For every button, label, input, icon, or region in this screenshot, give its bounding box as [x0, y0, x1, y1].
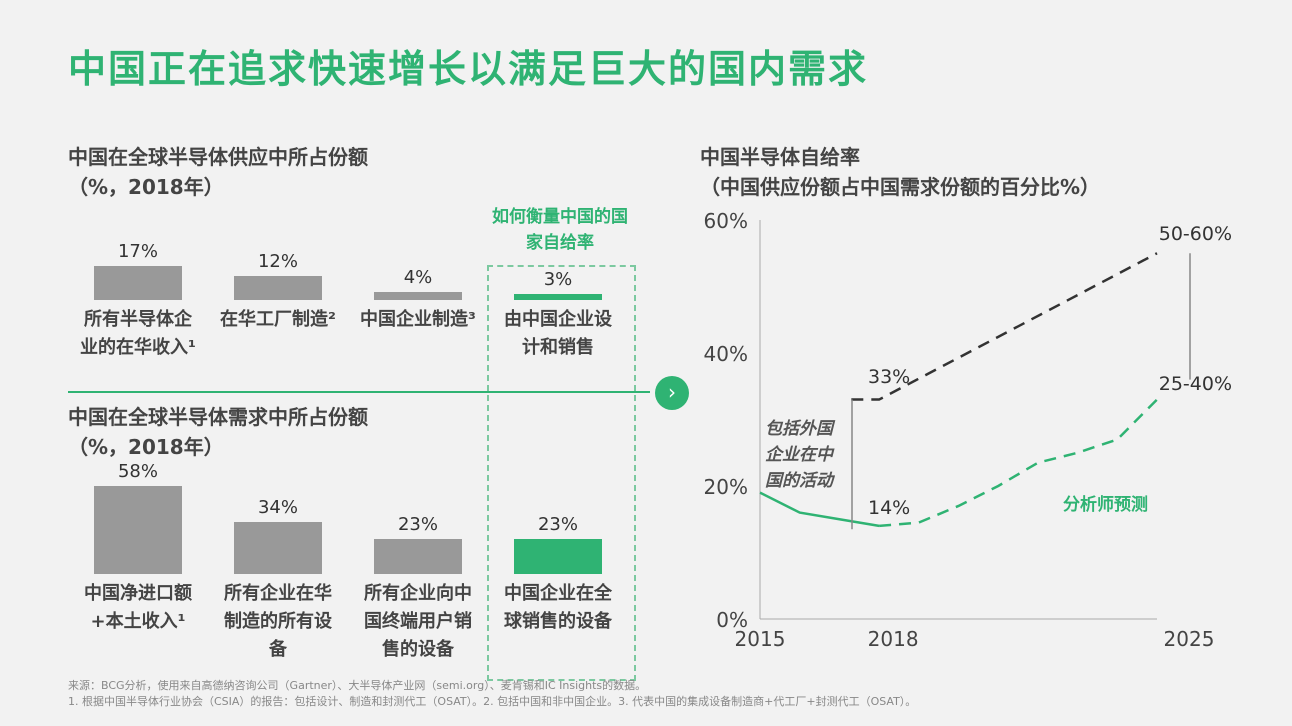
bar: [514, 294, 602, 300]
y-tick-label: 0%: [716, 608, 748, 632]
series-line: [851, 252, 1158, 401]
y-tick-label: 40%: [704, 342, 748, 366]
bar-label: 所有企业在华制造的所有设备: [224, 582, 332, 660]
foreign-activity-label: 国的活动: [765, 471, 836, 491]
bar: [514, 539, 602, 574]
series-line: [878, 398, 1158, 528]
bar-label: 所有企业向中国终端用户销售的设备: [364, 582, 472, 660]
foreign-activity-label: 包括外国: [765, 419, 836, 439]
chart-subtitle: （中国供应份额占中国需求份额的百分比%）: [700, 175, 1101, 199]
bar-group: 23% 所有企业向中国终端用户销售的设备: [363, 514, 473, 664]
y-tick-label: 60%: [704, 209, 748, 233]
bar-group: 12% 在华工厂制造²: [220, 251, 336, 334]
y-tick-label: 20%: [704, 475, 748, 499]
demand-title-text: 中国在全球半导体需求中所占份额: [68, 405, 368, 429]
chart-title-text: 中国半导体自给率: [700, 145, 860, 169]
bar-value: 23%: [537, 514, 578, 536]
bar-label: 中国企业在全球销售的设备: [504, 582, 612, 632]
x-tick-label: 2015: [735, 627, 786, 651]
bar: [374, 292, 462, 300]
bar-group: 23% 中国企业在全球销售的设备: [503, 514, 613, 636]
label-33: 33%: [868, 366, 910, 388]
bar: [234, 522, 322, 574]
label-25-40: 25-40%: [1159, 373, 1232, 395]
label-14: 14%: [868, 497, 910, 519]
supply-title-text: 中国在全球半导体供应中所占份额: [68, 145, 368, 169]
highlight-box: [487, 265, 636, 681]
label-50-60: 50-60%: [1159, 223, 1232, 245]
divider: [68, 391, 650, 393]
bar-value: 3%: [543, 269, 573, 290]
bar: [374, 539, 462, 574]
page-title: 中国正在追求快速增长以满足巨大的国内需求: [68, 47, 869, 91]
x-tick-label: 2025: [1164, 627, 1215, 651]
callout: 如何衡量中国的国家自给率: [492, 207, 628, 253]
bar-group: 17% 所有半导体企业的在华收入¹: [80, 241, 196, 362]
bar-label: 所有半导体企业的在华收入¹: [80, 309, 196, 358]
chevron-right-icon: ›: [655, 376, 689, 410]
supply-title: 中国在全球半导体供应中所占份额 （%，2018年）: [68, 142, 368, 202]
supply-unit: （%，2018年）: [68, 175, 224, 199]
forecast-label: 分析师预测: [1063, 494, 1148, 515]
bar-label: 中国净进口额+本土收入¹: [84, 582, 192, 632]
demand-title: 中国在全球半导体需求中所占份额 （%，2018年）: [68, 402, 368, 462]
foreign-activity-label: 企业在中: [765, 445, 835, 465]
bar-group: 34% 所有企业在华制造的所有设备: [223, 497, 333, 664]
bar-value: 4%: [403, 267, 433, 288]
bar-value: 34%: [257, 497, 298, 519]
series-line: [759, 491, 880, 528]
bar-value: 17%: [117, 241, 158, 262]
source-note: 来源：BCG分析，使用来自高德纳咨询公司（Gartner）、大半导体产业网（se…: [68, 678, 916, 710]
demand-unit: （%，2018年）: [68, 435, 224, 459]
bar-value: 58%: [117, 460, 158, 482]
note-footnotes: 1. 根据中国半导体行业协会（CSIA）的报告：包括设计、制造和封测代工（OSA…: [68, 695, 917, 708]
bar-label: 在华工厂制造²: [220, 309, 336, 330]
chart-title: 中国半导体自给率 （中国供应份额占中国需求份额的百分比%）: [700, 142, 1100, 202]
bar: [94, 485, 182, 574]
bar-group: 3% 由中国企业设计和销售: [503, 269, 613, 362]
bar-label: 由中国企业设计和销售: [504, 309, 612, 358]
x-tick-label: 2018: [868, 627, 919, 651]
bar-label: 中国企业制造³: [360, 309, 476, 330]
bar-group: 4% 中国企业制造³: [360, 267, 476, 334]
bar: [234, 276, 322, 300]
bar-value: 23%: [397, 514, 438, 536]
note-source: 来源：BCG分析，使用来自高德纳咨询公司（Gartner）、大半导体产业网（se…: [68, 679, 647, 692]
bar-group: 58% 中国净进口额+本土收入¹: [83, 461, 193, 636]
bar: [94, 266, 182, 300]
bar-value: 12%: [257, 251, 298, 272]
